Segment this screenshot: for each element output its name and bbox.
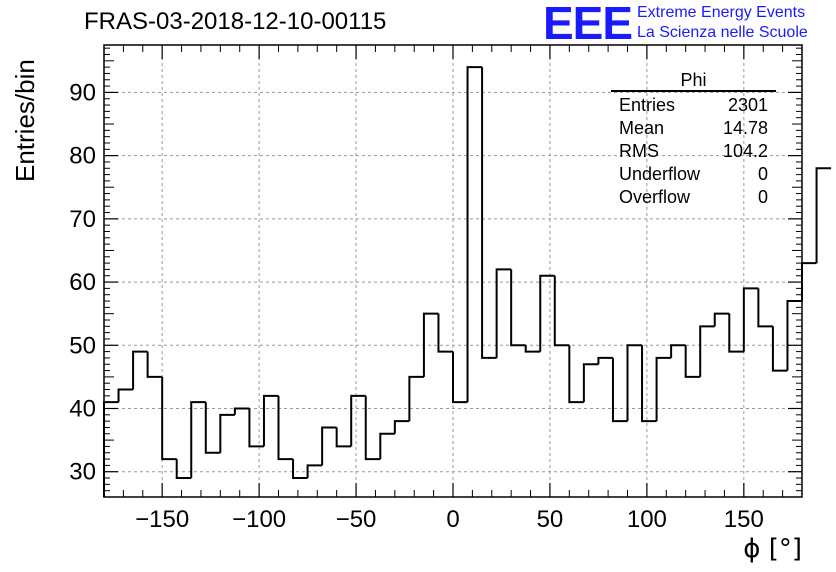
- x-tick-label: 50: [537, 506, 564, 533]
- histogram-bin: [190, 401, 206, 479]
- histogram-bin: [524, 345, 541, 353]
- histogram-bin: [539, 274, 555, 352]
- x-tick-label: 100: [627, 506, 667, 533]
- histogram-bin: [408, 375, 424, 422]
- stats-rows: Entries 2301 Mean 14.78 RMS 104.2 Underflow 0 Ov…: [611, 94, 776, 209]
- histogram-bin: [553, 275, 570, 347]
- eee-logo: EEE: [543, 0, 633, 49]
- histogram-bin: [670, 344, 686, 358]
- histogram-bin: [219, 413, 235, 453]
- histogram-bin: [466, 66, 483, 403]
- histogram-bin: [452, 351, 468, 404]
- x-tick-label: 0: [446, 506, 459, 533]
- stats-value: 2301: [727, 95, 768, 115]
- stats-row: Mean 14.78: [611, 117, 776, 140]
- stats-value: 0: [757, 164, 768, 184]
- y-tick-label: 50: [69, 332, 96, 359]
- histogram-bin: [626, 344, 643, 422]
- histogram-bin: [393, 420, 410, 434]
- chart-title: FRAS-03-2018-12-10-00115: [84, 8, 387, 35]
- histogram-bin: [728, 313, 744, 353]
- histogram-bin: [801, 262, 817, 302]
- histogram-bin: [771, 326, 788, 372]
- y-tick-label: 70: [69, 206, 96, 233]
- logo-caption-line2: La Scienza nelle Scuole: [637, 24, 808, 41]
- histogram-bin: [161, 376, 177, 461]
- histogram-bin: [233, 407, 250, 415]
- histogram-bin: [350, 394, 366, 447]
- logo-caption: Extreme Energy Events La Scienza nelle S…: [637, 3, 808, 43]
- logo-caption-line1: Extreme Energy Events: [637, 4, 806, 21]
- histogram-bin: [175, 459, 192, 480]
- stats-value: 14.78: [722, 118, 768, 138]
- stats-row: Entries 2301: [611, 94, 776, 117]
- histogram-bin: [204, 402, 221, 454]
- histogram-bin: [262, 394, 279, 447]
- y-tick-label: 40: [69, 395, 96, 422]
- histogram-bin: [495, 268, 512, 358]
- histogram-bin: [699, 325, 715, 377]
- histogram-bin: [306, 464, 323, 479]
- y-tick-label: 30: [69, 459, 96, 486]
- histogram-bin: [132, 350, 148, 390]
- histogram-bin: [757, 288, 773, 328]
- y-axis-label: Entries/bin: [10, 59, 40, 182]
- histogram-bin: [786, 300, 802, 371]
- y-tick-label: 90: [69, 79, 96, 106]
- histogram-bin: [655, 356, 672, 422]
- histogram-bin: [437, 313, 453, 353]
- histogram-bin: [103, 401, 119, 497]
- x-tick-label: −100: [232, 506, 286, 533]
- y-tick-label: 80: [69, 143, 96, 170]
- histogram-bin: [510, 269, 526, 347]
- histogram-bin: [117, 388, 134, 403]
- stats-row: Overflow 0: [611, 186, 776, 209]
- histogram-bin: [568, 345, 584, 404]
- x-tick-label: −150: [135, 506, 189, 533]
- histogram-bin: [248, 408, 264, 448]
- histogram-bin: [481, 67, 497, 359]
- x-tick-label: 150: [724, 506, 764, 533]
- stats-row: Underflow 0: [611, 163, 776, 186]
- histogram-bin: [422, 312, 439, 377]
- histogram-bin: [611, 357, 628, 423]
- stats-row: RMS 104.2: [611, 140, 776, 163]
- histogram-bin: [815, 167, 832, 264]
- stats-label: RMS: [619, 141, 659, 161]
- stats-box: Phi Entries 2301 Mean 14.78 RMS 104.2 Underflo…: [611, 70, 776, 209]
- histogram-bin: [321, 426, 337, 466]
- stats-value: 104.2: [722, 141, 768, 161]
- histogram-bin: [292, 459, 308, 480]
- histogram-bin: [713, 312, 730, 327]
- x-axis-label: ϕ [°]: [743, 534, 802, 564]
- y-tick-label: 60: [69, 269, 96, 296]
- histogram-bin: [641, 345, 657, 423]
- histogram-bin: [364, 395, 381, 461]
- stats-label: Mean: [619, 118, 665, 138]
- stats-box-title: Phi: [611, 70, 776, 92]
- histogram-bin: [146, 351, 163, 378]
- stats-label: Overflow: [619, 187, 691, 207]
- histogram-bin: [277, 395, 294, 461]
- stats-label: Underflow: [619, 164, 701, 184]
- stats-label: Entries: [619, 95, 676, 115]
- histogram-bin: [582, 363, 599, 403]
- histogram-bin: [379, 432, 395, 460]
- stats-value: 0: [757, 187, 768, 207]
- histogram-bin: [684, 345, 701, 378]
- histogram-bin: [597, 356, 613, 365]
- x-tick-label: −50: [336, 506, 377, 533]
- histogram-bin: [335, 427, 352, 448]
- y-axis-label-box: Entries/bin: [6, 59, 40, 192]
- histogram-bin: [742, 287, 759, 352]
